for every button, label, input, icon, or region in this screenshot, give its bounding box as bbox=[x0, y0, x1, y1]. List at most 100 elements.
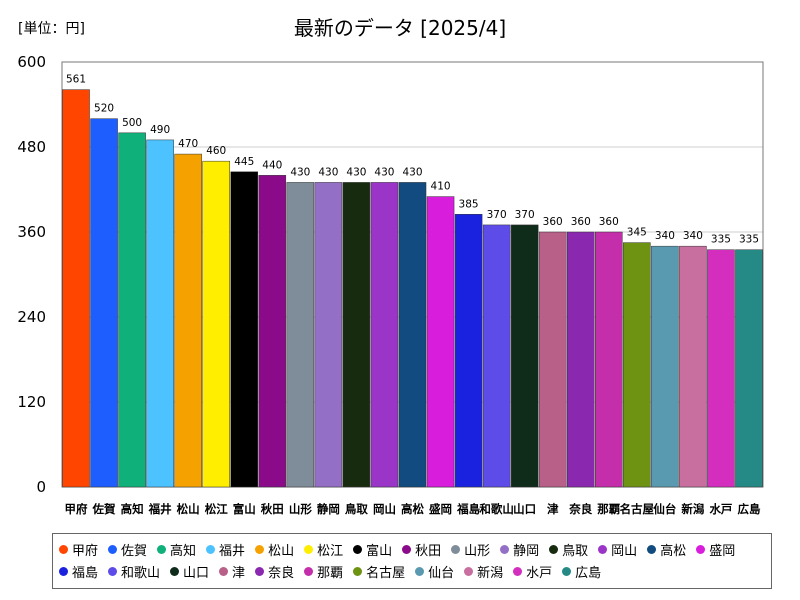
legend-label: 岡山 bbox=[611, 543, 638, 559]
data-label: 370 bbox=[487, 209, 507, 221]
data-label: 430 bbox=[290, 166, 310, 178]
bar bbox=[623, 242, 651, 488]
legend-swatch bbox=[562, 566, 572, 576]
data-label: 500 bbox=[122, 117, 142, 129]
legend-label: 松山 bbox=[268, 543, 295, 559]
legend-swatch bbox=[513, 566, 523, 576]
legend-swatch bbox=[402, 544, 412, 554]
bar bbox=[679, 245, 707, 488]
data-label: 561 bbox=[66, 74, 86, 86]
x-tick-label: 山形 bbox=[289, 502, 312, 516]
x-tick-label: 高松 bbox=[401, 502, 424, 516]
data-label: 490 bbox=[150, 124, 170, 136]
legend-label: 富山 bbox=[366, 543, 393, 559]
bar bbox=[370, 182, 399, 488]
x-tick-label: 福井 bbox=[148, 502, 172, 516]
data-label: 430 bbox=[402, 166, 422, 178]
legend-swatch bbox=[59, 544, 68, 554]
unit-label: [単位：円] bbox=[18, 21, 85, 37]
y-tick-label: 120 bbox=[17, 393, 46, 411]
legend-item: 山口 bbox=[170, 560, 209, 582]
data-label: 430 bbox=[346, 166, 366, 178]
legend-label: 奈良 bbox=[268, 565, 295, 581]
legend-label: 松江 bbox=[317, 543, 344, 559]
x-tick-label: 佐賀 bbox=[92, 502, 116, 516]
legend-swatch bbox=[647, 544, 657, 554]
legend-label: 高松 bbox=[660, 543, 687, 559]
legend-swatch bbox=[108, 544, 118, 554]
legend-item: 秋田 bbox=[402, 538, 441, 560]
y-tick-label: 360 bbox=[17, 223, 46, 241]
legend-label: 静岡 bbox=[513, 543, 540, 559]
legend-item: 松山 bbox=[255, 538, 294, 560]
legend-swatch bbox=[464, 566, 474, 576]
legend-label: 福井 bbox=[219, 543, 246, 559]
legend-label: 佐賀 bbox=[121, 543, 148, 559]
chart-title: 最新のデータ [2025/4] bbox=[293, 16, 507, 40]
bar bbox=[510, 224, 539, 488]
bar bbox=[538, 231, 567, 488]
legend-label: 秋田 bbox=[415, 543, 442, 559]
bar bbox=[286, 182, 315, 488]
x-tick-label: 高知 bbox=[121, 502, 144, 516]
legend-label: 仙台 bbox=[428, 565, 455, 581]
x-tick-label: 名古屋 bbox=[620, 502, 655, 516]
bar bbox=[90, 118, 118, 488]
legend-item: 名古屋 bbox=[353, 560, 405, 582]
legend-item: 佐賀 bbox=[108, 538, 147, 560]
data-label: 345 bbox=[627, 227, 647, 239]
bar-chart: 0 120 240 360 480 600 561 甲府 520 佐賀 500 高知 490 福井 470 松… bbox=[17, 53, 764, 516]
data-label: 410 bbox=[431, 181, 451, 193]
data-label: 460 bbox=[206, 145, 226, 157]
y-tick-label: 0 bbox=[36, 478, 46, 496]
x-tick-label: 富山 bbox=[233, 502, 256, 516]
y-tick-label: 600 bbox=[17, 53, 46, 71]
legend-item: 山形 bbox=[451, 538, 490, 560]
legend-label: 那覇 bbox=[317, 565, 344, 581]
legend-label: 新潟 bbox=[477, 565, 504, 581]
x-tick-label: 甲府 bbox=[65, 502, 88, 516]
legend: 甲府 佐賀 高知 福井 松山 松江 富山 秋田 山形 静岡 鳥取 岡山 高松 盛岡 福島 和歌山 山口 津 奈良 那覇… bbox=[52, 533, 772, 589]
x-tick-label: 奈良 bbox=[568, 502, 592, 516]
data-label: 385 bbox=[459, 198, 479, 210]
legend-swatch bbox=[598, 544, 608, 554]
legend-item: 福島 bbox=[59, 560, 98, 582]
legend-item: 新潟 bbox=[464, 560, 503, 582]
legend-item: 盛岡 bbox=[696, 538, 735, 560]
x-tick-label: 松江 bbox=[205, 502, 228, 516]
data-label: 335 bbox=[711, 234, 731, 246]
x-tick-label: 新潟 bbox=[681, 502, 704, 516]
legend-label: 水戸 bbox=[526, 565, 553, 581]
x-tick-label: 静岡 bbox=[317, 502, 340, 516]
x-tick-label: 和歌山 bbox=[479, 502, 514, 516]
legend-item: 高知 bbox=[157, 538, 196, 560]
legend-item: 鳥取 bbox=[549, 538, 588, 560]
bar bbox=[707, 249, 735, 488]
y-tick-label: 480 bbox=[17, 138, 46, 156]
bar bbox=[174, 153, 202, 488]
bar bbox=[398, 182, 427, 488]
legend-swatch bbox=[108, 566, 118, 576]
legend-item: 水戸 bbox=[513, 560, 552, 582]
legend-label: 甲府 bbox=[72, 543, 99, 559]
x-tick-label: 秋田 bbox=[261, 502, 284, 516]
legend-swatch bbox=[255, 566, 265, 576]
legend-swatch bbox=[549, 544, 559, 554]
data-label: 360 bbox=[599, 216, 619, 228]
legend-swatch bbox=[170, 566, 180, 576]
legend-item: 静岡 bbox=[500, 538, 539, 560]
data-label: 335 bbox=[739, 234, 759, 246]
data-label: 370 bbox=[515, 209, 535, 221]
bar bbox=[482, 224, 511, 488]
legend-swatch bbox=[415, 566, 425, 576]
bar bbox=[118, 132, 146, 488]
x-tick-label: 盛岡 bbox=[429, 502, 452, 516]
bar bbox=[454, 214, 483, 488]
legend-item: 富山 bbox=[353, 538, 392, 560]
legend-swatch bbox=[206, 544, 216, 554]
bar bbox=[230, 171, 259, 488]
legend-item: 仙台 bbox=[415, 560, 454, 582]
bar bbox=[426, 196, 455, 488]
x-tick-label: 福島 bbox=[456, 502, 480, 516]
bar bbox=[146, 139, 174, 488]
